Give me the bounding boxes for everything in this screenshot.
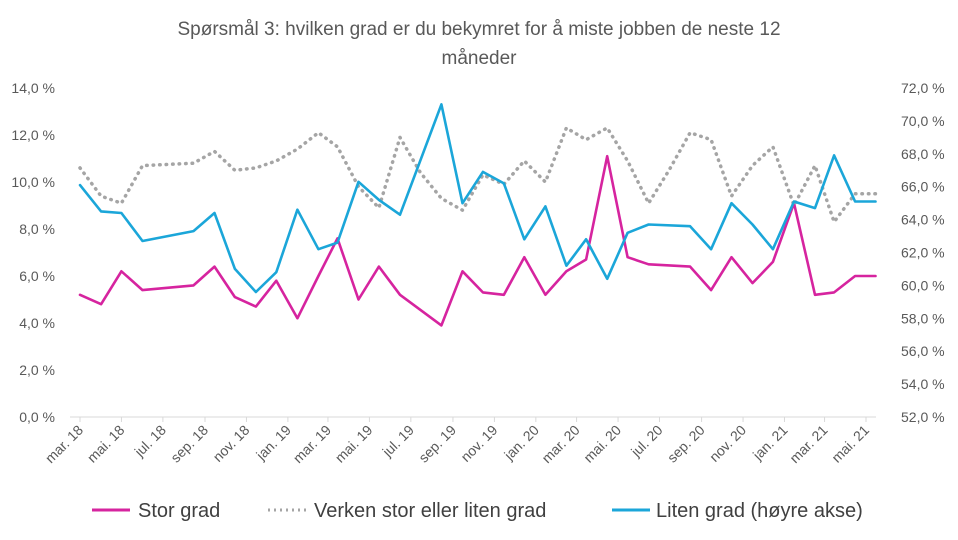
y-right-tick-label: 56,0 % (901, 343, 945, 359)
x-tick-label: mai. 21 (828, 422, 872, 466)
y-right-tick-label: 72,0 % (901, 80, 945, 96)
x-tick-label: jan. 20 (500, 422, 542, 464)
legend-label-liten-grad: Liten grad (høyre akse) (656, 500, 863, 522)
x-tick-label: sep. 19 (415, 422, 459, 466)
x-tick-label: jul. 18 (131, 422, 170, 461)
y-axis-right: 52,0 % 54,0 % 56,0 % 58,0 % 60,0 % 62,0 % 64,0… (901, 80, 945, 425)
x-tick-label: mar. 18 (42, 422, 86, 466)
x-tick-label: mar. 21 (786, 422, 830, 466)
x-tick-label: mar. 19 (290, 422, 334, 466)
y-left-tick-label: 0,0 % (19, 409, 55, 425)
x-tick-label: mar. 20 (538, 422, 582, 466)
x-tick-label: nov. 18 (210, 422, 253, 465)
x-tick-label: jan. 19 (252, 422, 294, 464)
x-tick-label: sep. 18 (167, 422, 211, 466)
y-right-tick-label: 70,0 % (901, 113, 945, 129)
legend-label-stor-grad: Stor grad (138, 500, 220, 522)
y-left-tick-label: 10,0 % (11, 174, 55, 190)
y-left-tick-label: 6,0 % (19, 268, 55, 284)
series-line-0 (78, 154, 877, 327)
x-tick-label: jul. 20 (627, 422, 666, 461)
x-tick-label: mai. 18 (84, 422, 128, 466)
legend-item-verken: Verken stor eller liten grad (268, 500, 546, 522)
y-right-tick-label: 64,0 % (901, 212, 945, 228)
chart-title: Spørsmål 3: hvilken grad er du bekymret … (177, 19, 780, 69)
y-right-tick-label: 54,0 % (901, 376, 945, 392)
x-tick-label: sep. 20 (664, 422, 708, 466)
x-tick-label: mai. 19 (332, 422, 376, 466)
plot-area: 0,0 % 2,0 % 4,0 % 6,0 % 8,0 % 10,0 % 12,0 % 14,… (11, 80, 944, 466)
legend-item-liten-grad: Liten grad (høyre akse) (612, 500, 863, 522)
series-line-1 (78, 126, 878, 224)
legend: Stor grad Verken stor eller liten grad L… (92, 500, 863, 522)
y-right-tick-label: 62,0 % (901, 245, 945, 261)
y-right-tick-label: 58,0 % (901, 310, 945, 326)
y-left-tick-label: 2,0 % (19, 362, 55, 378)
y-left-tick-label: 12,0 % (11, 127, 55, 143)
series-layer (78, 103, 878, 327)
y-left-tick-label: 8,0 % (19, 221, 55, 237)
x-tick-label: nov. 20 (706, 422, 749, 465)
x-tick-label: nov. 19 (457, 422, 500, 465)
x-tick-label: jul. 19 (379, 422, 418, 461)
chart-title-line-1: Spørsmål 3: hvilken grad er du bekymret … (177, 19, 780, 40)
chart-title-line-2: måneder (442, 48, 518, 69)
y-right-tick-label: 68,0 % (901, 146, 945, 162)
y-axis-left: 0,0 % 2,0 % 4,0 % 6,0 % 8,0 % 10,0 % 12,0 % 14,… (11, 80, 55, 425)
legend-label-verken: Verken stor eller liten grad (314, 500, 546, 522)
legend-item-stor-grad: Stor grad (92, 500, 220, 522)
series-line-2 (78, 103, 877, 294)
y-right-tick-label: 52,0 % (901, 409, 945, 425)
y-right-tick-label: 60,0 % (901, 277, 945, 293)
y-left-tick-label: 4,0 % (19, 315, 55, 331)
y-left-tick-label: 14,0 % (11, 80, 55, 96)
x-tick-label: jan. 21 (749, 422, 791, 464)
y-right-tick-label: 66,0 % (901, 179, 945, 195)
x-tick-label: mai. 20 (580, 422, 624, 466)
